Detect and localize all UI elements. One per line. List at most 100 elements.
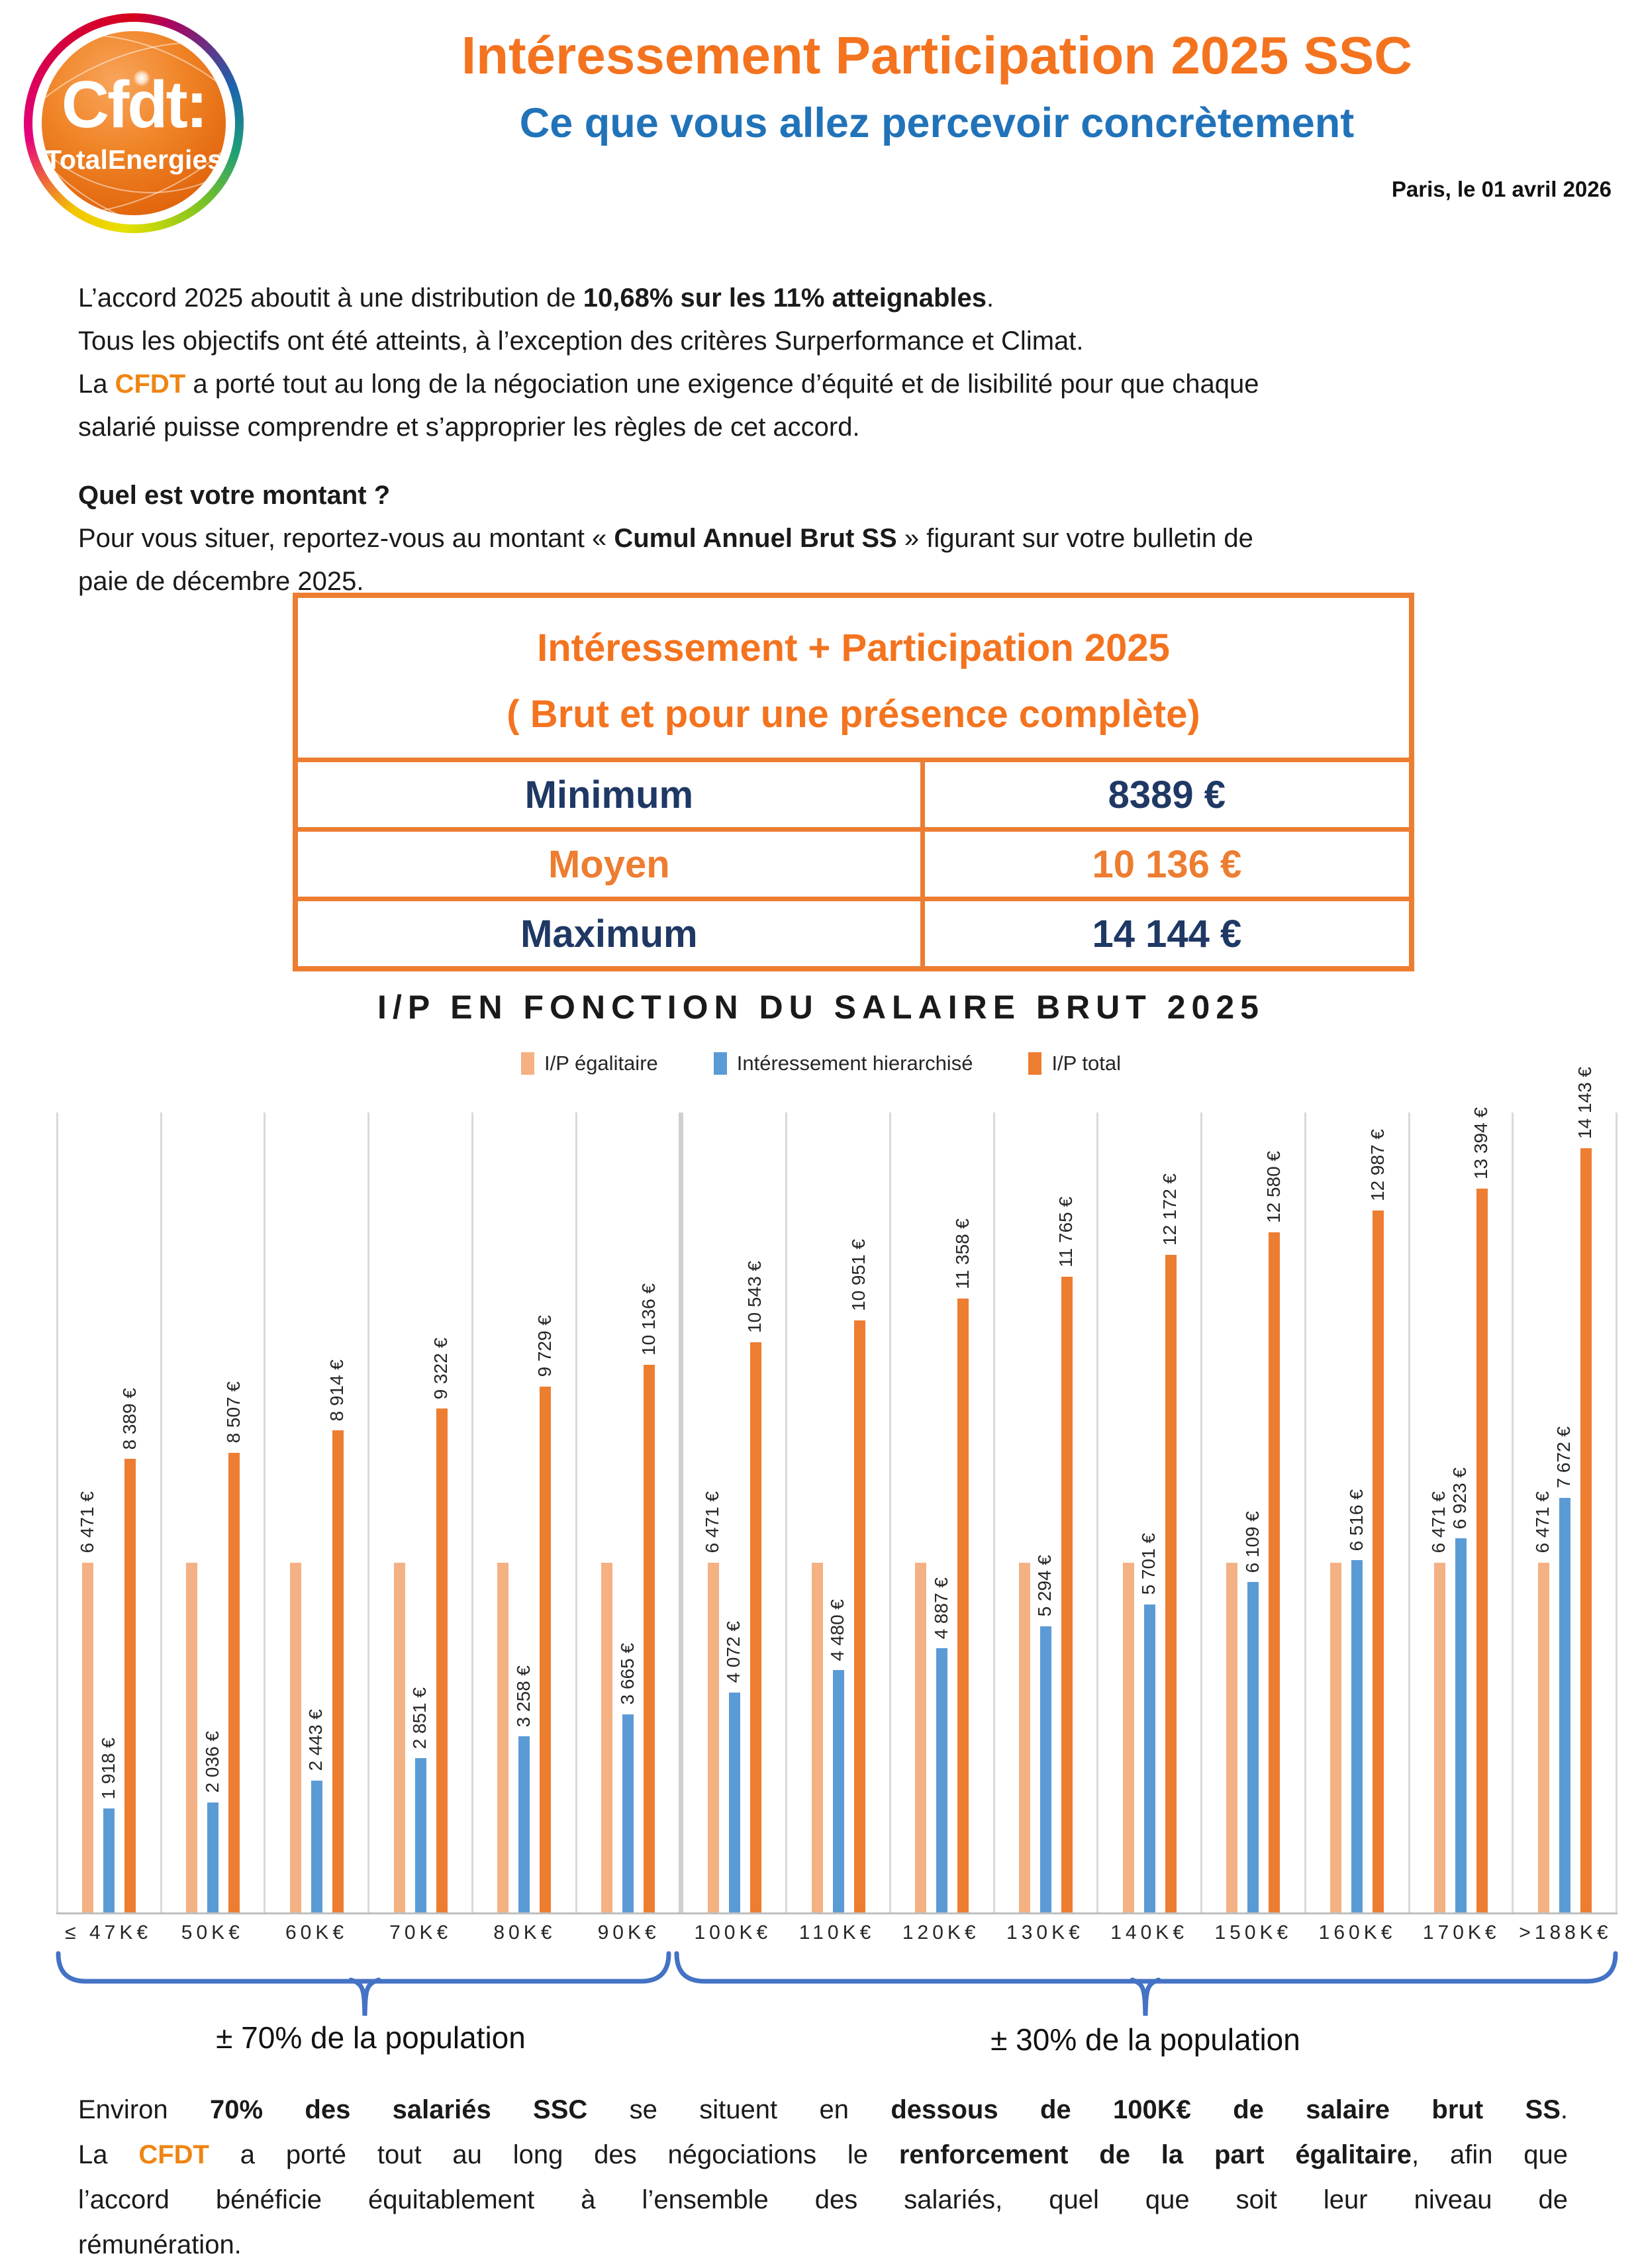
- bar-value-label: 8 389 €: [119, 1387, 140, 1450]
- text-segment: .: [1560, 2095, 1568, 2124]
- bar: [289, 1562, 301, 1912]
- bar: [1580, 1148, 1592, 1912]
- x-axis-label: 170K€: [1422, 1922, 1500, 1944]
- text-line: Quel est votre montant ?: [78, 474, 1574, 517]
- bar: [1143, 1604, 1155, 1912]
- legend-item: Intéressement hierarchisé: [713, 1052, 973, 1075]
- bar-column: 13 394 €: [1471, 1107, 1491, 1912]
- bar: [853, 1320, 865, 1912]
- table-row-label: Moyen: [548, 842, 670, 886]
- bar: [497, 1562, 509, 1912]
- text-segment: » figurant sur votre bulletin de: [896, 524, 1253, 553]
- table-row: Minimum 8389 €: [298, 762, 1409, 832]
- bar-column: 5 701 €: [1138, 1112, 1159, 1912]
- bar-value-label: 6 471 €: [1532, 1491, 1553, 1553]
- bar-column: [601, 1112, 613, 1912]
- x-axis-label: 120K€: [902, 1922, 980, 1944]
- intro-question: Quel est votre montant ?: [78, 474, 1574, 517]
- bar-value-label: 6 516 €: [1345, 1489, 1367, 1552]
- x-axis-label: 130K€: [1006, 1922, 1084, 1944]
- chart-category-group: 6 471 €6 923 € 13 394 €: [1408, 1107, 1512, 1912]
- text-segment: L’accord 2025 aboutit à une distribution…: [78, 283, 583, 313]
- page-title: Intéressement Participation 2025 SSC: [461, 26, 1413, 85]
- header-title-block: Intéressement Participation 2025 SSC Ce …: [258, 26, 1616, 202]
- text-segment: se situent en: [587, 2095, 891, 2124]
- bar: [936, 1648, 948, 1912]
- bar-value-label: 12 580 €: [1263, 1151, 1284, 1224]
- chart-category-group: 2 443 € 8 914 €: [264, 1112, 367, 1912]
- x-axis-label: 140K€: [1110, 1922, 1188, 1944]
- cfdt-totalenergies-logo: Cfdt: TotalEnergies: [24, 13, 244, 233]
- x-axis-label: 60K€: [285, 1922, 348, 1944]
- bar-value-label: 6 471 €: [76, 1491, 97, 1553]
- bar-column: [811, 1112, 823, 1912]
- chart-category-group: 5 701 € 12 172 €: [1096, 1112, 1200, 1912]
- text-segment: renforcement de la part égalitaire: [898, 2140, 1412, 2169]
- chart-category-group: 6 471 € 4 072 € 10 543 €: [679, 1112, 785, 1912]
- x-axis-labels: ≤ 47K€ 50K€ 60K€ 70K€ 80K€ 90K€ 100K€ 110K€ 120K…: [56, 1922, 1618, 1944]
- bar-column: 8 507 €: [223, 1112, 244, 1912]
- bar: [957, 1298, 969, 1912]
- bar: [414, 1758, 426, 1912]
- bar: [1559, 1497, 1570, 1912]
- chart-category-group: 3 665 € 10 136 €: [575, 1112, 679, 1912]
- chart-legend: I/P égalitaire Intéressement hierarchisé I…: [0, 1052, 1642, 1075]
- x-axis-label: 150K€: [1214, 1922, 1292, 1944]
- bar-column: 6 471 €: [702, 1112, 722, 1912]
- chart-category-group: 6 471 € 1 918 € 8 389 €: [56, 1112, 160, 1912]
- text-line: Pour vous situer, reportez-vous au monta…: [78, 517, 1574, 560]
- bar: [832, 1670, 844, 1912]
- x-axis-label: 90K€: [597, 1922, 660, 1944]
- bar-value-label: 4 072 €: [723, 1621, 744, 1683]
- bar: [622, 1714, 634, 1912]
- bar-column: 9 729 €: [534, 1112, 555, 1912]
- text-line: paie de décembre 2025.: [78, 560, 1574, 603]
- bar-column: 8 389 €: [119, 1112, 140, 1912]
- bar: [1455, 1538, 1467, 1912]
- bar: [1537, 1562, 1549, 1912]
- text-segment: paie de décembre 2025.: [78, 567, 364, 596]
- bar: [207, 1802, 219, 1912]
- chart-category-group: 2 851 € 9 322 €: [367, 1112, 471, 1912]
- bar: [1269, 1232, 1280, 1912]
- logo-orange-sphere: Cfdt: TotalEnergies: [42, 31, 226, 215]
- bar: [393, 1562, 405, 1912]
- bar: [103, 1808, 115, 1912]
- bar-value-label: 2 036 €: [201, 1731, 222, 1793]
- bar: [1373, 1210, 1384, 1912]
- legend-swatch-icon: [713, 1052, 727, 1075]
- bar-value-label: 8 507 €: [222, 1381, 244, 1444]
- chart-category-group: 4 887 € 11 358 €: [889, 1112, 993, 1912]
- bar-value-label: 10 951 €: [848, 1239, 869, 1312]
- bar-column: 6 923 €: [1449, 1112, 1470, 1912]
- legend-item: I/P égalitaire: [521, 1052, 658, 1075]
- page-subtitle: Ce que vous allez percevoir concrètement: [519, 100, 1355, 146]
- intro-paragraph-2: Pour vous situer, reportez-vous au monta…: [78, 517, 1574, 603]
- chart-category-group: 2 036 € 8 507 €: [160, 1112, 264, 1912]
- bar: [540, 1386, 552, 1912]
- bar: [1018, 1562, 1030, 1912]
- left-brace: [56, 1951, 671, 1984]
- bar-column: 12 987 €: [1367, 1112, 1388, 1912]
- text-segment: rémunération.: [78, 2230, 242, 2259]
- x-axis-label: 70K€: [389, 1922, 452, 1944]
- chart-category-group: 5 294 € 11 765 €: [992, 1112, 1097, 1912]
- bar-column: 6 471 €: [1532, 1112, 1553, 1912]
- text-line: Environ 70% des salariés SSC se situent …: [78, 2087, 1568, 2132]
- bar: [728, 1692, 740, 1912]
- bar-column: 6 471 €: [77, 1112, 97, 1912]
- text-segment: La: [78, 370, 115, 399]
- legend-swatch-icon: [1028, 1052, 1042, 1075]
- legend-swatch-icon: [521, 1052, 534, 1075]
- legend-label: Intéressement hierarchisé: [736, 1052, 973, 1075]
- bar: [749, 1342, 761, 1912]
- date-line: Paris, le 01 avril 2026: [1391, 177, 1612, 202]
- bar-value-label: 4 887 €: [930, 1577, 951, 1640]
- text-segment: CFDT: [138, 2140, 209, 2169]
- bar: [1247, 1582, 1259, 1912]
- chart-title: I/P EN FONCTION DU SALAIRE BRUT 2025: [377, 989, 1265, 1026]
- bar-column: 11 358 €: [952, 1112, 973, 1912]
- bar-column: 2 443 €: [305, 1112, 326, 1912]
- bar: [1330, 1562, 1342, 1912]
- bar-column: 4 072 €: [723, 1112, 744, 1912]
